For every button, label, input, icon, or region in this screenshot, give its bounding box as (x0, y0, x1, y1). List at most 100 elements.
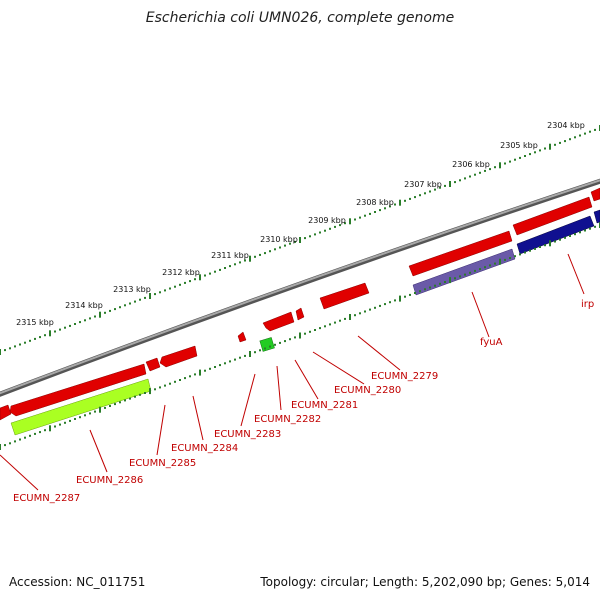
minor-tick (309, 235, 311, 238)
minor-tick (434, 188, 436, 191)
gene-block-small-green[interactable] (259, 337, 275, 352)
major-tick (249, 255, 251, 262)
minor-tick (19, 343, 21, 346)
major-tick (49, 330, 51, 337)
minor-tick (559, 141, 561, 144)
minor-tick (414, 196, 416, 199)
gene-arrow[interactable] (262, 311, 295, 332)
minor-tick (494, 166, 496, 169)
minor-tick (324, 229, 326, 232)
gene-arrow[interactable] (319, 282, 370, 310)
minor-tick (74, 418, 76, 420)
gene-label-ECUMN_2279[interactable]: ECUMN_2279 (371, 371, 438, 382)
minor-tick (204, 274, 206, 277)
minor-tick (79, 416, 81, 419)
gene-label-ECUMN_2287[interactable]: ECUMN_2287 (13, 493, 80, 504)
minor-tick (524, 155, 526, 157)
minor-tick (419, 194, 421, 197)
minor-tick (454, 277, 456, 280)
gene-arrow[interactable] (0, 404, 12, 421)
minor-tick (354, 314, 356, 317)
genome-summary-text: Topology: circular; Length: 5,202,090 bp… (259, 575, 590, 589)
minor-tick (554, 240, 556, 243)
kbp-label-2309: 2309 kbp (308, 216, 346, 225)
minor-tick (259, 253, 261, 256)
minor-tick (444, 281, 446, 283)
minor-tick (519, 156, 521, 159)
gene-arrow[interactable] (512, 196, 593, 236)
minor-tick (214, 270, 216, 273)
gene-block-blue[interactable] (593, 209, 600, 224)
minor-tick (109, 405, 111, 407)
kbp-label-2313: 2313 kbp (113, 285, 151, 294)
minor-tick (479, 171, 481, 174)
minor-tick (579, 231, 581, 234)
minor-tick (129, 397, 131, 400)
minor-tick (494, 262, 496, 265)
minor-tick (374, 211, 376, 213)
minor-tick (329, 227, 331, 230)
gene-arrow[interactable] (159, 345, 198, 368)
minor-tick (139, 298, 141, 301)
minor-tick (404, 295, 406, 298)
minor-tick (89, 317, 91, 320)
minor-tick (504, 258, 506, 261)
minor-tick (394, 299, 396, 302)
kbp-label-2304: 2304 kbp (547, 121, 585, 130)
gene-arrow[interactable] (145, 357, 161, 372)
minor-tick (319, 327, 321, 330)
minor-tick (444, 184, 446, 187)
minor-tick (59, 423, 61, 426)
gene-block-purple[interactable] (412, 248, 516, 296)
minor-tick (519, 253, 521, 256)
minor-tick (374, 306, 376, 309)
minor-tick (304, 332, 306, 335)
minor-tick (164, 384, 166, 387)
gene-arrow[interactable] (590, 187, 600, 202)
gene-arrow[interactable] (295, 307, 305, 321)
minor-tick (159, 291, 161, 294)
gene-arrow[interactable] (237, 331, 247, 343)
minor-tick (254, 255, 256, 258)
minor-tick (274, 248, 276, 251)
connector-ECUMN_2285 (156, 404, 166, 456)
gene-label-ECUMN_2286[interactable]: ECUMN_2286 (76, 475, 143, 486)
minor-tick (319, 231, 321, 234)
minor-tick (234, 263, 236, 266)
gene-arrow[interactable] (9, 363, 147, 417)
gene-label-fyuA[interactable]: fyuA (480, 337, 503, 348)
minor-tick (364, 214, 366, 217)
minor-tick (469, 271, 471, 274)
kbp-label-2307: 2307 kbp (404, 180, 442, 189)
minor-tick (189, 280, 191, 283)
minor-tick (64, 326, 66, 329)
minor-tick (479, 268, 481, 271)
minor-tick (254, 351, 256, 354)
gene-arrow[interactable] (408, 230, 513, 277)
minor-tick (379, 209, 381, 212)
minor-tick (64, 421, 66, 424)
connector-ECUMN_2284 (192, 395, 204, 441)
minor-tick (229, 265, 231, 268)
major-tick (399, 199, 401, 206)
gene-label-ECUMN_2283[interactable]: ECUMN_2283 (214, 429, 281, 440)
major-tick (0, 349, 1, 355)
gene-label-irp[interactable]: irp (581, 299, 594, 310)
minor-tick (269, 345, 271, 348)
major-tick (349, 218, 351, 225)
minor-tick (84, 319, 86, 322)
gene-label-ECUMN_2281[interactable]: ECUMN_2281 (291, 400, 358, 411)
connector-ECUMN_2283 (240, 373, 256, 427)
minor-tick (84, 414, 86, 417)
minor-tick (294, 336, 296, 339)
minor-tick (569, 235, 571, 237)
minor-tick (59, 328, 61, 331)
gene-label-ECUMN_2282[interactable]: ECUMN_2282 (254, 414, 321, 425)
minor-tick (554, 143, 556, 146)
minor-tick (269, 250, 271, 253)
gene-label-ECUMN_2280[interactable]: ECUMN_2280 (334, 385, 401, 396)
connector-ECUMN_2279 (357, 335, 401, 371)
minor-tick (464, 177, 466, 180)
gene-label-ECUMN_2284[interactable]: ECUMN_2284 (171, 443, 238, 454)
gene-label-ECUMN_2285[interactable]: ECUMN_2285 (129, 458, 196, 469)
